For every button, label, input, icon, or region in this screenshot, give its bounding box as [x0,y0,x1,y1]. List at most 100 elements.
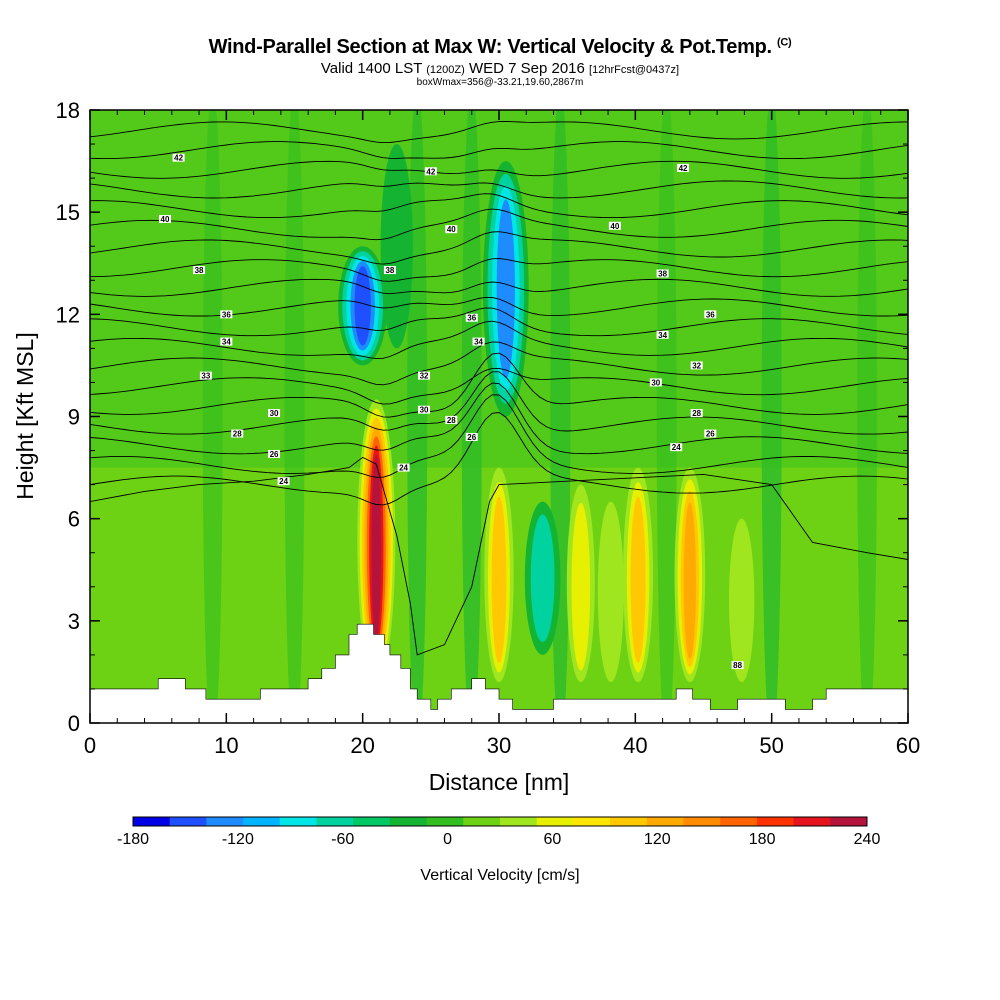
contour-label: 40 [161,215,170,224]
contour-label-box [649,378,662,387]
colorbar-swatch [793,817,831,826]
weak-draft-stripe [318,110,339,723]
weak-draft-stripe [434,110,455,723]
contour-label: 38 [195,266,204,275]
contour-label-box [268,449,281,458]
theta-contour [90,394,908,478]
y-tick-label: 12 [56,302,80,327]
chart-title: Wind-Parallel Section at Max W: Vertical… [208,36,792,58]
updraft-contour [597,501,624,683]
updraft-contour [683,502,696,660]
x-tick-label: 10 [214,733,238,758]
weak-draft-stripe [857,110,878,723]
contour-label: 40 [610,222,619,231]
contour-label-box [731,661,744,670]
contour-label: 28 [692,409,701,418]
theta-contour [90,278,908,297]
contour-label: 28 [447,416,456,425]
theta-contour [90,120,908,144]
contour-label-box [277,477,290,486]
colorbar-swatch [279,817,317,826]
contour-label-box [704,310,717,319]
contour-label: 88 [733,661,742,670]
contour-label-box [704,429,717,438]
contour-label: 32 [692,361,701,370]
updraft-contour [491,496,507,663]
plot-area: 42 42 42 40 40 40 38 38 38 36 36 36 34 34 34 33 32 32 30 30… [90,110,908,723]
colorbar-tick-label: -60 [331,831,354,848]
colorbar-swatch [353,817,391,826]
updraft-contour [571,502,591,671]
contour-label-box [158,214,171,223]
weak-draft-stripe [243,110,264,723]
x-tick-label: 30 [487,733,511,758]
theta-contour [90,371,908,435]
contour-label: 24 [279,477,288,486]
contour-label-box [220,337,233,346]
contour-label: 32 [420,372,429,381]
weak-draft-stripe [461,110,482,723]
theta-contour [90,258,908,282]
contour-label: 42 [426,167,435,176]
contour-label-box [268,409,281,418]
theta-contour [90,231,908,265]
weak-draft-stripe [802,110,823,723]
y-tick-label: 9 [68,405,80,430]
theta-contour [90,341,908,386]
updraft-contour [630,496,646,663]
terrain [90,623,908,723]
colorbar-swatch [536,817,574,826]
y-axis-label: Height [Kft MSL] [12,332,38,499]
y-tick-label: 6 [68,507,80,532]
colorbar-swatch [573,817,611,826]
weak-draft-stripe [120,110,141,723]
colorbar-swatch [830,817,868,826]
theta-contour-low [90,456,908,656]
theta-contour [90,307,908,337]
contour-label-box [465,432,478,441]
contour-label-box [670,443,683,452]
contour-label-box [231,429,244,438]
x-axis-label: Distance [nm] [429,769,570,795]
contour-label: 38 [385,266,394,275]
updraft-contour [729,518,755,683]
contour-label-box [383,266,396,275]
y-tick-label: 15 [56,200,80,225]
theta-contour [90,193,908,219]
contour-label: 42 [174,154,183,163]
contour-label: 34 [474,338,483,347]
colorbar-swatch [463,817,501,826]
colorbar-swatch [646,817,684,826]
colorbar-tick-label: 0 [443,831,452,848]
contour-label-box [199,371,212,380]
colorbar-swatch [683,817,721,826]
colorbar-swatch [500,817,538,826]
chart-subtitle-2: boxWmax=356@-33.21,19.60,2867m [416,77,584,88]
colorbar-frame [132,816,868,827]
weak-draft-stripe [656,110,677,723]
colorbar-tick-label: -120 [222,831,254,848]
colorbar-swatch [316,817,354,826]
contour-label-box [656,330,669,339]
contour-label: 24 [672,443,681,452]
contour-label-box [690,361,703,370]
contour-label: 24 [399,464,408,473]
theta-contour [90,352,908,418]
weak-draft-stripe [761,110,782,723]
contour-label: 40 [447,225,456,234]
contour-label-box [656,269,669,278]
contour-label-box [445,415,458,424]
x-tick-label: 50 [759,733,783,758]
colorbar-swatch [756,817,795,826]
contour-label: 42 [679,164,688,173]
theta-contour [90,160,908,179]
downdraft-contour [530,514,555,643]
contour-label-box [220,310,233,319]
colorbar-tick-label: 60 [544,831,562,848]
theta-contour [90,367,908,405]
contour-label-box [397,463,410,472]
contour-label: 34 [222,338,231,347]
chart-subtitle: Valid 1400 LST (1200Z) WED 7 Sep 2016 [1… [320,60,680,77]
colorbar-swatch [133,817,171,826]
downdraft-contour [496,199,515,379]
